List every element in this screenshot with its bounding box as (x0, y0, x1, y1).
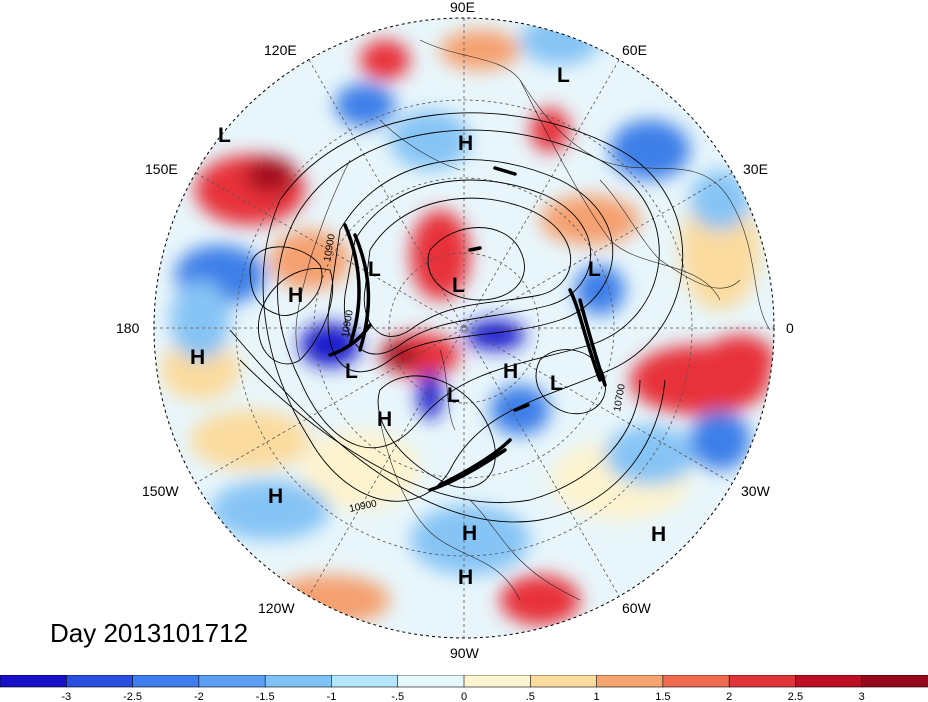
contour-label: 10700 (612, 383, 628, 413)
colorbar-box (529, 675, 598, 688)
lon-label-120w: 120W (258, 600, 295, 616)
lon-label-60w: 60W (622, 600, 652, 616)
lon-label-60e: 60E (622, 42, 647, 58)
colorbar-box (198, 675, 266, 688)
colorbar-box (463, 675, 532, 688)
graticule (154, 18, 774, 638)
colorbar-tick-label: -.5 (391, 691, 404, 702)
high-center: H (190, 346, 205, 369)
high-center: H (288, 284, 303, 307)
colorbar-tick-label: -2.5 (123, 691, 142, 702)
colorbar-tick-label: -3 (61, 691, 71, 702)
lon-label-180: 180 (116, 320, 140, 336)
colorbar-box (795, 675, 863, 688)
colorbar-tick-label: -1 (327, 691, 337, 702)
colorbar-box (662, 675, 730, 688)
colorbar-box (728, 675, 797, 688)
low-center: L (588, 258, 601, 281)
high-center: H (503, 360, 518, 383)
lon-label-30w: 30W (741, 483, 771, 499)
colorbar-box (596, 675, 664, 688)
high-center: H (462, 522, 477, 545)
colorbar-tick-label: 2.5 (788, 691, 803, 702)
height-contours (229, 112, 684, 523)
high-center: H (268, 485, 283, 508)
jet-streaks (328, 166, 607, 492)
contour-label: 10900 (322, 233, 338, 263)
colorbar-box (0, 675, 68, 688)
longitude-labels: 90E 60E 30E 0 30W 60W 90W 120W 150W 180 … (116, 0, 794, 661)
lon-label-90e: 90E (450, 0, 475, 15)
low-center: L (447, 384, 460, 407)
map-boundary (153, 17, 775, 639)
colorbar-tick-label: -2 (194, 691, 204, 702)
high-center: H (458, 566, 473, 589)
low-center: L (550, 372, 563, 395)
lon-label-150e: 150E (145, 161, 178, 177)
high-center: H (458, 132, 473, 155)
contour-label: 10900 (340, 309, 356, 339)
low-center: L (452, 274, 465, 297)
colorbar-box (331, 675, 399, 688)
colorbar-box (65, 675, 134, 688)
colorbar-tick-label: 1 (594, 691, 600, 702)
lon-label-90w: 90W (450, 645, 480, 661)
colorbar-box (861, 675, 928, 688)
colorbar-tick-label: 0 (461, 691, 467, 702)
colorbar-box (132, 675, 200, 688)
colorbar: -3 -2.5 -2 -1.5 -1 -.5 0 .5 1 1.5 2 2.5 3 (0, 675, 928, 702)
low-center: L (368, 258, 381, 281)
low-center: L (218, 124, 231, 147)
colorbar-tick-label: .5 (526, 691, 535, 702)
day-label: Day 2013101712 (50, 618, 249, 648)
pressure-centers: L L H H H L L L L H L H L H H H H (190, 64, 666, 589)
colorbar-tick-label: 1.5 (655, 691, 670, 702)
lon-label-30e: 30E (743, 161, 768, 177)
high-center: H (651, 523, 666, 546)
colorbar-tick-label: 2 (726, 691, 732, 702)
colorbar-ticks: -3 -2.5 -2 -1.5 -1 -.5 0 .5 1 1.5 2 2.5 3 (61, 691, 864, 702)
low-center: L (345, 360, 358, 383)
low-center: L (557, 64, 570, 87)
colorbar-tick-label: 3 (859, 691, 865, 702)
colorbar-box (397, 675, 465, 688)
lon-label-150w: 150W (142, 483, 179, 499)
anomaly-field (154, 18, 774, 638)
lon-label-120e: 120E (264, 42, 297, 58)
colorbar-box (264, 675, 333, 688)
coastlines (295, 39, 771, 601)
high-center: H (377, 408, 392, 431)
lon-label-0: 0 (786, 320, 794, 336)
colorbar-boxes (0, 675, 928, 688)
colorbar-tick-label: -1.5 (256, 691, 275, 702)
